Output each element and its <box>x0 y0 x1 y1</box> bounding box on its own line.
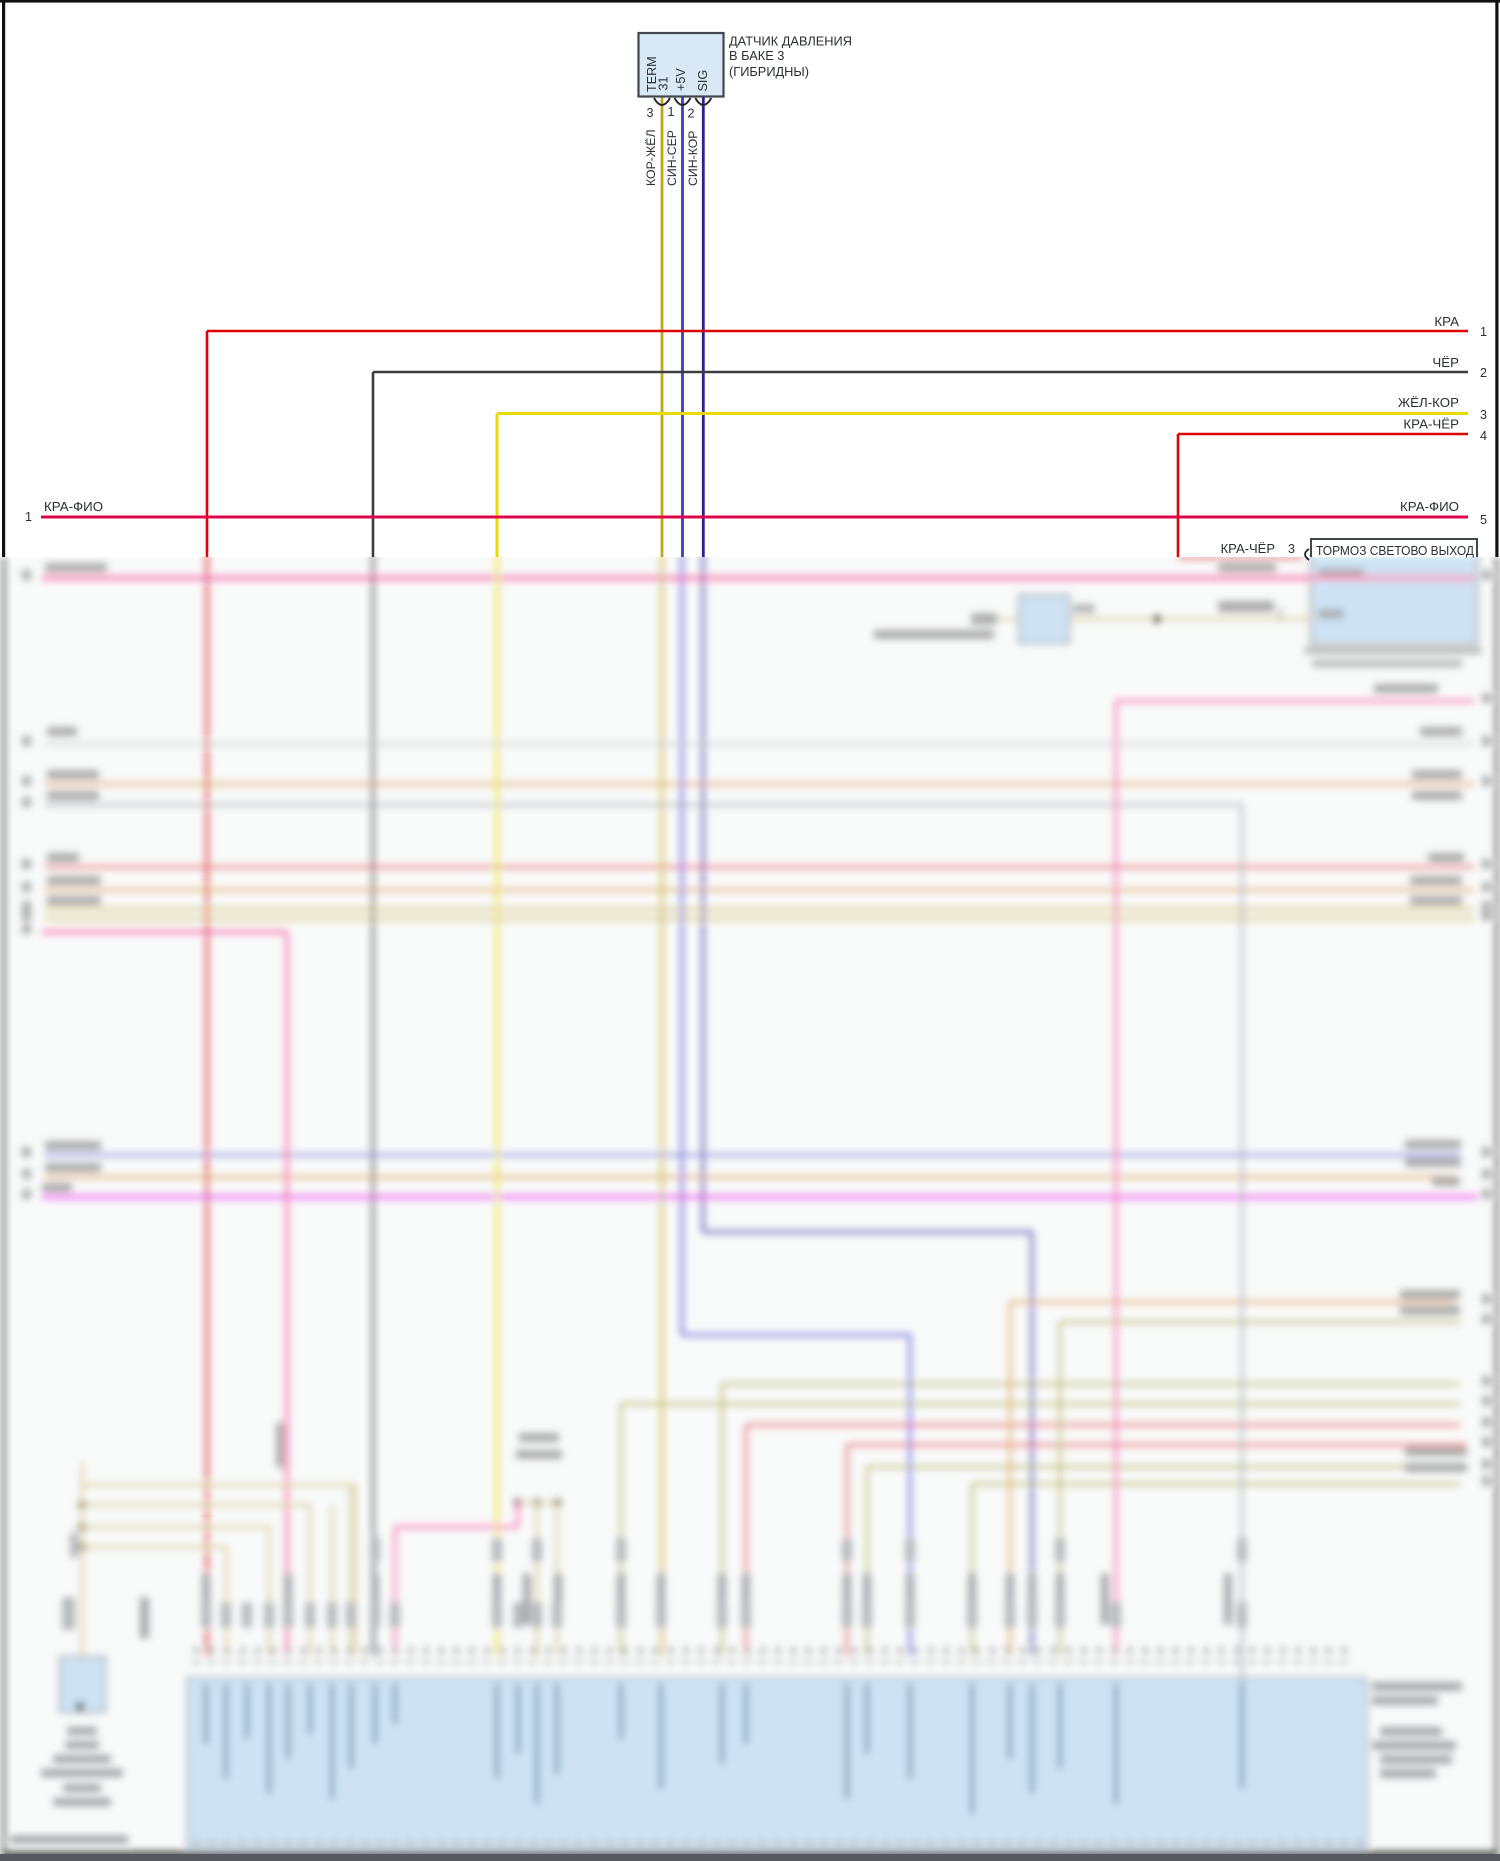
svg-text:СИН-КОР: СИН-КОР <box>686 131 700 187</box>
svg-text:2: 2 <box>1480 366 1487 380</box>
svg-text:КРА-ЧЁР: КРА-ЧЁР <box>1403 417 1459 432</box>
svg-text:КОР-ЖЁЛ: КОР-ЖЁЛ <box>644 129 658 186</box>
svg-text:ЖЁЛ-КОР: ЖЁЛ-КОР <box>1398 395 1459 410</box>
svg-text:КРА-ФИО: КРА-ФИО <box>44 499 103 514</box>
svg-text:КРА: КРА <box>1434 314 1459 329</box>
svg-text:4: 4 <box>1480 429 1487 443</box>
svg-text:SIG: SIG <box>696 70 710 92</box>
svg-text:1: 1 <box>1480 325 1487 339</box>
svg-text:КРА-ФИО: КРА-ФИО <box>1400 499 1459 514</box>
svg-text:3: 3 <box>646 106 653 120</box>
svg-text:(ГИБРИДНЫ): (ГИБРИДНЫ) <box>729 64 809 79</box>
svg-text:3: 3 <box>1288 542 1295 556</box>
svg-text:+5V: +5V <box>674 68 688 91</box>
svg-text:В БАКЕ 3: В БАКЕ 3 <box>729 48 784 63</box>
svg-text:31: 31 <box>657 76 671 90</box>
svg-text:2: 2 <box>687 107 694 121</box>
svg-text:3: 3 <box>1480 408 1487 422</box>
svg-text:5: 5 <box>1480 513 1487 527</box>
svg-text:TERM: TERM <box>645 56 659 92</box>
svg-text:1: 1 <box>667 105 674 119</box>
svg-text:КРА-ЧЁР: КРА-ЧЁР <box>1221 541 1275 556</box>
svg-text:ТОРМОЗ СВЕТОВО ВЫХОД: ТОРМОЗ СВЕТОВО ВЫХОД <box>1316 543 1474 558</box>
svg-text:ЧЁР: ЧЁР <box>1432 355 1459 370</box>
svg-text:СИН-СЕР: СИН-СЕР <box>665 130 679 186</box>
svg-text:1: 1 <box>25 510 32 524</box>
svg-text:ДАТЧИК ДАВЛЕНИЯ: ДАТЧИК ДАВЛЕНИЯ <box>729 33 852 48</box>
